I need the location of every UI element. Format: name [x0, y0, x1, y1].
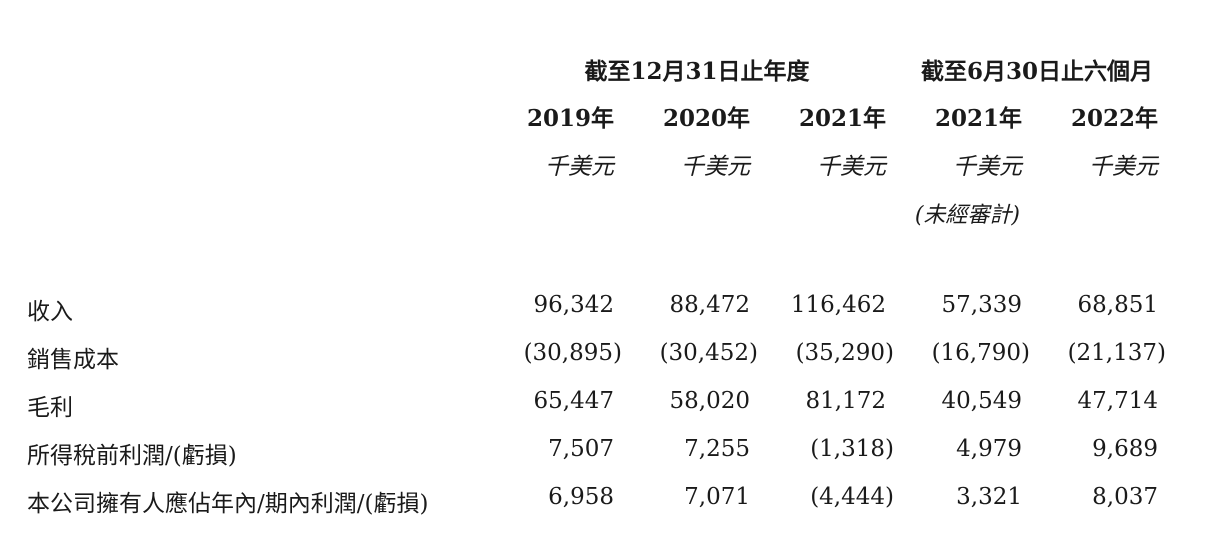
- year-header-2021: 2021年: [798, 105, 886, 132]
- table-cell: (16,790): [931, 340, 1030, 366]
- table-cell: (30,895): [523, 340, 622, 366]
- table-cell: 7,255: [684, 436, 750, 462]
- table-cell: 57,339: [941, 292, 1022, 318]
- table-cell: 6,958: [548, 484, 614, 510]
- year-header-2019: 2019年: [526, 105, 614, 132]
- table-cell: (1,318): [810, 436, 894, 462]
- table-cell: 81,172: [805, 388, 886, 414]
- row-label-gross-profit: 毛利: [27, 395, 73, 421]
- year-header-2021-interim: 2021年: [934, 105, 1022, 132]
- table-cell: 8,037: [1092, 484, 1158, 510]
- table-cell: 65,447: [533, 388, 614, 414]
- table-cell: 40,549: [941, 388, 1022, 414]
- row-label-profit-before-tax: 所得稅前利潤/(虧損): [27, 443, 237, 469]
- unit-label: 千美元: [545, 154, 614, 180]
- table-cell: (35,290): [795, 340, 894, 366]
- six-months-group-header: 截至6月30日止六個月: [920, 58, 1154, 85]
- table-cell: 9,689: [1092, 436, 1158, 462]
- unaudited-note: (未經審計): [914, 203, 1020, 228]
- table-cell: 7,071: [684, 484, 750, 510]
- unit-label: 千美元: [681, 154, 750, 180]
- unit-label: 千美元: [953, 154, 1022, 180]
- table-cell: 96,342: [533, 292, 614, 318]
- table-cell: 58,020: [669, 388, 750, 414]
- unit-label: 千美元: [1089, 154, 1158, 180]
- table-cell: (21,137): [1067, 340, 1166, 366]
- table-cell: 4,979: [956, 436, 1022, 462]
- unit-label: 千美元: [817, 154, 886, 180]
- table-cell: 7,507: [548, 436, 614, 462]
- row-label-revenue: 收入: [27, 299, 73, 325]
- table-cell: 68,851: [1077, 292, 1158, 318]
- row-label-cost-of-sales: 銷售成本: [27, 347, 119, 373]
- table-cell: 47,714: [1077, 388, 1158, 414]
- table-cell: (30,452): [659, 340, 758, 366]
- table-cell: 3,321: [956, 484, 1022, 510]
- table-cell: 88,472: [669, 292, 750, 318]
- year-end-group-header: 截至12月31日止年度: [584, 58, 810, 85]
- row-label-profit-attributable: 本公司擁有人應佔年內/期內利潤/(虧損): [27, 491, 429, 517]
- table-cell: 116,462: [790, 292, 886, 318]
- table-cell: (4,444): [810, 484, 894, 510]
- year-header-2022-interim: 2022年: [1070, 105, 1158, 132]
- year-header-2020: 2020年: [662, 105, 750, 132]
